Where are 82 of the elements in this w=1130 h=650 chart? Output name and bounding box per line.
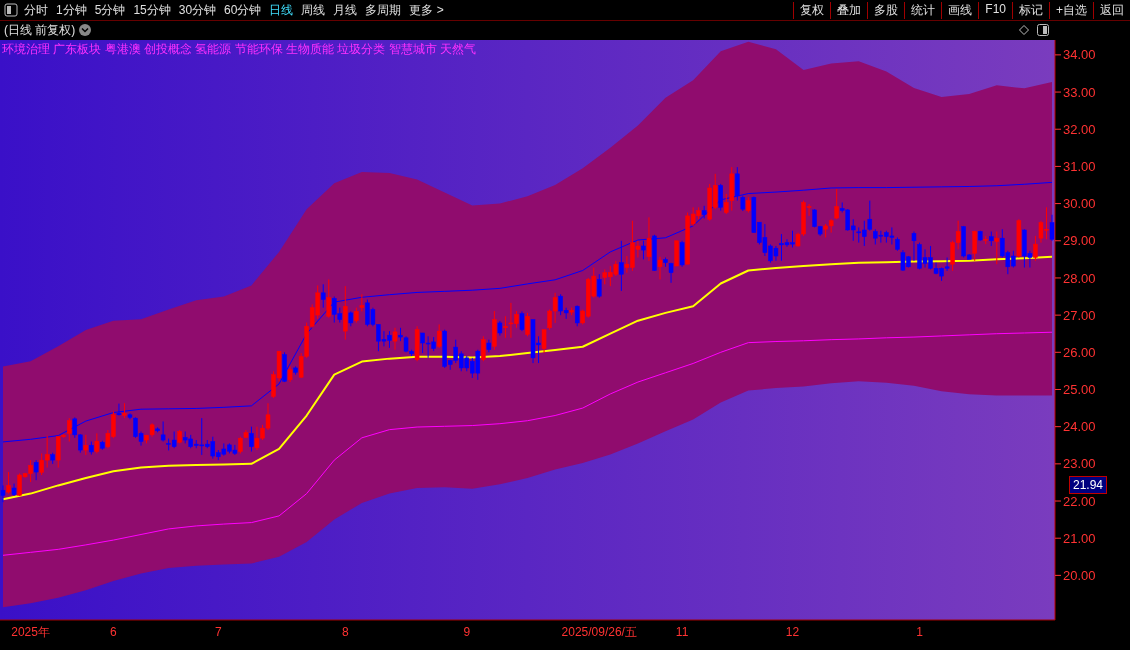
candlestick <box>646 216 652 262</box>
y-tick-label: 30.00 <box>1063 196 1096 212</box>
y-tick-label: 32.00 <box>1063 121 1096 137</box>
candlestick <box>641 240 646 260</box>
candlestick <box>249 426 254 453</box>
candlestick <box>657 256 663 280</box>
candlestick <box>0 484 6 503</box>
y-tick-label: 24.00 <box>1063 419 1096 435</box>
candlestick <box>619 240 624 292</box>
y-tick-label: 25.00 <box>1063 382 1096 398</box>
y-tick-label: 21.00 <box>1063 530 1096 546</box>
text: 21.94 <box>1069 476 1108 494</box>
candlestick <box>724 193 729 215</box>
x-tick-label: 9 <box>463 625 471 639</box>
text: 15分钟 <box>133 1 171 19</box>
text: 月线 <box>333 1 358 19</box>
text: 更多 > <box>409 1 444 19</box>
candlestick <box>94 432 100 454</box>
x-tick-label: 12 <box>785 625 800 639</box>
candlestick <box>1049 214 1055 242</box>
x-tick-label: 2025/09/26/五 <box>561 625 637 639</box>
candlestick <box>359 293 365 312</box>
y-tick-label: 26.00 <box>1063 344 1096 360</box>
candlestick <box>481 335 486 362</box>
text: +自选 <box>1048 1 1093 19</box>
annotation: 环境治理 广东板块 粤港澳 创投概念 氢能源 节能环保 生物质能 垃圾分类 智慧城市 天然气 <box>2 41 477 58</box>
candlestick <box>541 329 547 354</box>
text: 周线 <box>301 1 326 19</box>
line-series <box>2 331 1053 556</box>
candlestick <box>972 230 977 262</box>
text: 多股 <box>867 1 905 19</box>
candlestick <box>525 312 530 337</box>
text: 画线 <box>941 1 979 19</box>
candlestick <box>597 273 602 299</box>
candlestick <box>911 230 917 262</box>
candlestick <box>326 278 331 319</box>
candlestick <box>436 323 442 349</box>
candlestick <box>834 188 839 220</box>
text: 60分钟 <box>224 1 262 19</box>
text: 5分钟 <box>94 1 126 19</box>
y-tick-label: 22.00 <box>1063 493 1096 509</box>
y-tick-label: 28.00 <box>1063 270 1096 286</box>
y-tick-label: 34.00 <box>1063 47 1096 63</box>
candlestick <box>994 230 1000 265</box>
candlestick <box>519 310 525 332</box>
candlestick <box>392 327 398 351</box>
candlestick <box>83 434 89 456</box>
text: 30分钟 <box>178 1 217 19</box>
x-tick-label: 2025年 <box>11 625 50 639</box>
y-tick-label: 23.00 <box>1063 456 1096 472</box>
y-tick-label: 31.00 <box>1063 159 1096 175</box>
y-tick-label: 20.00 <box>1063 568 1096 583</box>
x-tick-label: 1 <box>916 625 924 639</box>
line-series <box>2 255 1053 501</box>
y-tick-label: 27.00 <box>1063 307 1096 323</box>
text: 叠加 <box>830 1 868 19</box>
candlestick <box>503 315 508 339</box>
x-tick-label: 8 <box>341 625 349 639</box>
y-tick-label: 29.00 <box>1063 233 1096 249</box>
x-tick-label: 6 <box>110 625 118 639</box>
candlestick <box>679 240 685 268</box>
candlestick <box>67 417 72 443</box>
candlestick <box>320 283 326 309</box>
candlestick <box>574 304 580 327</box>
candlestick <box>1033 235 1038 262</box>
text: F10 <box>978 1 1012 19</box>
candlestick <box>33 459 39 481</box>
text: 返回 <box>1093 1 1130 19</box>
text: 统计 <box>904 1 942 19</box>
text: 标记 <box>1011 1 1049 19</box>
text: 1分钟 <box>56 1 87 19</box>
x-tick-label: 7 <box>214 625 222 639</box>
chart-title: (日线 前复权) <box>4 21 76 39</box>
text: 复权 <box>793 1 831 19</box>
candlestick <box>116 403 122 417</box>
candlestick <box>6 471 11 495</box>
y-tick-label: 33.00 <box>1063 84 1096 100</box>
candlestick <box>160 420 166 443</box>
text: 分时 <box>24 1 48 19</box>
x-tick-label: 11 <box>675 625 689 639</box>
text: 日线 <box>269 1 294 19</box>
text: 多周期 <box>365 1 402 19</box>
